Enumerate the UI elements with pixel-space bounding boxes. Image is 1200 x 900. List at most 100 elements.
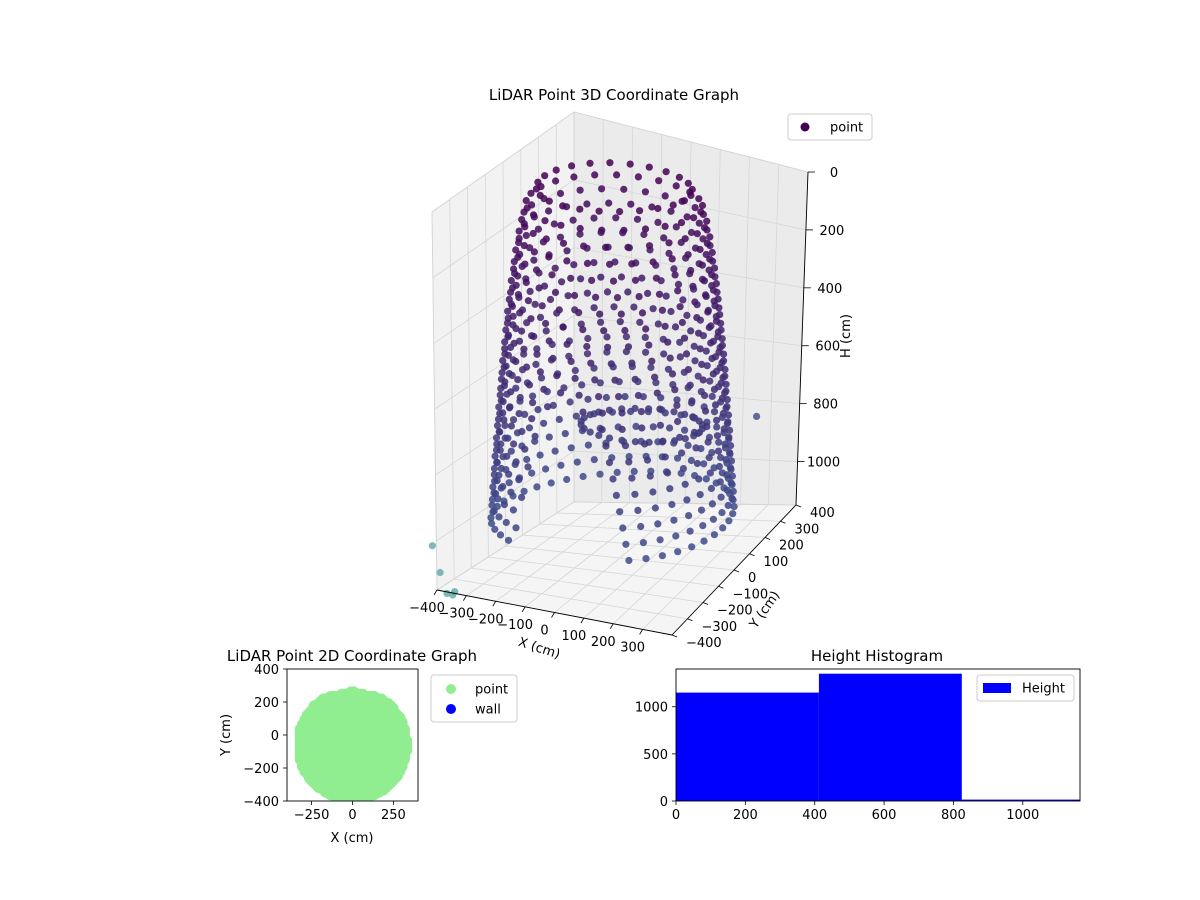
- point-3d: [504, 434, 512, 442]
- point-3d: [546, 295, 555, 304]
- point-3d: [665, 249, 673, 257]
- y-tick-3d: [733, 569, 740, 573]
- histogram-bars: [676, 673, 1080, 801]
- point-3d: [636, 318, 644, 326]
- point-3d: [652, 261, 660, 269]
- point-3d: [586, 411, 594, 419]
- point-3d: [499, 398, 507, 406]
- point-3d: [523, 319, 531, 327]
- point-3d: [706, 377, 714, 385]
- point-3d: [497, 484, 505, 492]
- point-3d: [652, 379, 660, 387]
- point-3d: [670, 439, 678, 447]
- point-3d: [598, 185, 606, 193]
- point-3d: [657, 394, 665, 402]
- point-3d: [666, 485, 674, 493]
- point-3d: [557, 221, 565, 229]
- point-3d: [688, 543, 696, 551]
- point-3d: [677, 411, 685, 419]
- point-3d: [708, 500, 717, 508]
- x-tick-label-histogram: 0: [672, 808, 680, 823]
- point-3d: [673, 401, 681, 409]
- point-3d: [586, 159, 594, 167]
- point-3d: [545, 207, 553, 215]
- point-3d: [583, 200, 591, 208]
- point-3d: [667, 207, 675, 215]
- point-3d: [518, 327, 526, 335]
- point-3d: [609, 363, 617, 371]
- point-3d: [544, 403, 552, 411]
- point-3d: [602, 393, 611, 402]
- point-3d: [720, 429, 728, 437]
- point-3d: [597, 273, 605, 281]
- point-3d: [631, 438, 640, 446]
- point-3d: [494, 415, 503, 423]
- grid-line-z: [434, 315, 802, 410]
- y-tick-label-3d: 0: [748, 571, 756, 586]
- x-tick-3d: [639, 629, 643, 635]
- point-3d: [584, 395, 592, 403]
- point-3d: [536, 451, 544, 459]
- point-3d: [728, 481, 736, 489]
- point-3d: [496, 391, 504, 399]
- x-tick-3d: [521, 606, 526, 613]
- point-3d: [501, 338, 509, 346]
- points-2d: [294, 686, 413, 801]
- point-3d: [727, 465, 735, 473]
- point-3d: [721, 365, 729, 374]
- point-3d: [553, 309, 561, 317]
- point-3d: [493, 422, 502, 430]
- grid-line-y: [573, 112, 797, 506]
- grid-line-y: [520, 149, 750, 555]
- x-tick-label-histogram: 600: [872, 808, 897, 823]
- point-3d: [690, 342, 698, 350]
- point-3d: [603, 333, 611, 341]
- point-3d: [672, 532, 680, 540]
- point-3d: [713, 423, 721, 431]
- point-3d: [722, 380, 730, 388]
- point-3d: [528, 469, 536, 477]
- point-3d: [645, 341, 653, 349]
- point-3d: [686, 527, 694, 535]
- point-3d: [590, 259, 598, 267]
- point-3d: [578, 381, 586, 389]
- point-3d: [627, 407, 635, 416]
- point-3d: [559, 323, 567, 331]
- point-3d: [622, 333, 631, 341]
- point-3d: [551, 264, 559, 272]
- point-3d: [666, 354, 674, 362]
- point-3d: [609, 277, 618, 285]
- points-3d: [428, 159, 761, 599]
- point-3d: [491, 452, 499, 460]
- point-3d: [625, 458, 633, 466]
- point-3d: [625, 556, 633, 565]
- point-3d: [575, 391, 583, 399]
- point-3d: [523, 455, 531, 464]
- point-3d: [725, 517, 733, 525]
- point-3d: [702, 475, 710, 483]
- point-3d: [651, 373, 659, 381]
- point-3d: [674, 280, 683, 288]
- point-3d: [583, 350, 592, 358]
- point-3d: [617, 310, 625, 318]
- x-tick-label-histogram: 400: [802, 808, 827, 823]
- point-3d: [570, 261, 578, 269]
- point-3d: [557, 389, 565, 397]
- point-3d: [525, 424, 534, 432]
- legend-3d-point-label: point: [830, 121, 863, 136]
- y-tick-label-3d: −100: [733, 587, 769, 602]
- point-3d-outlier: [436, 568, 444, 577]
- point-3d: [662, 292, 670, 300]
- point-3d: [711, 273, 719, 281]
- point-3d: [507, 447, 515, 455]
- point-3d: [515, 476, 523, 484]
- point-3d: [555, 415, 563, 423]
- point-3d: [567, 274, 575, 282]
- point-3d: [490, 464, 498, 473]
- x-tick-label-2d: 0: [348, 808, 356, 823]
- point-3d: [595, 431, 603, 439]
- point-3d: [672, 223, 680, 231]
- y-tick-3d: [718, 585, 724, 589]
- point-3d: [704, 308, 712, 316]
- point-3d: [642, 555, 650, 563]
